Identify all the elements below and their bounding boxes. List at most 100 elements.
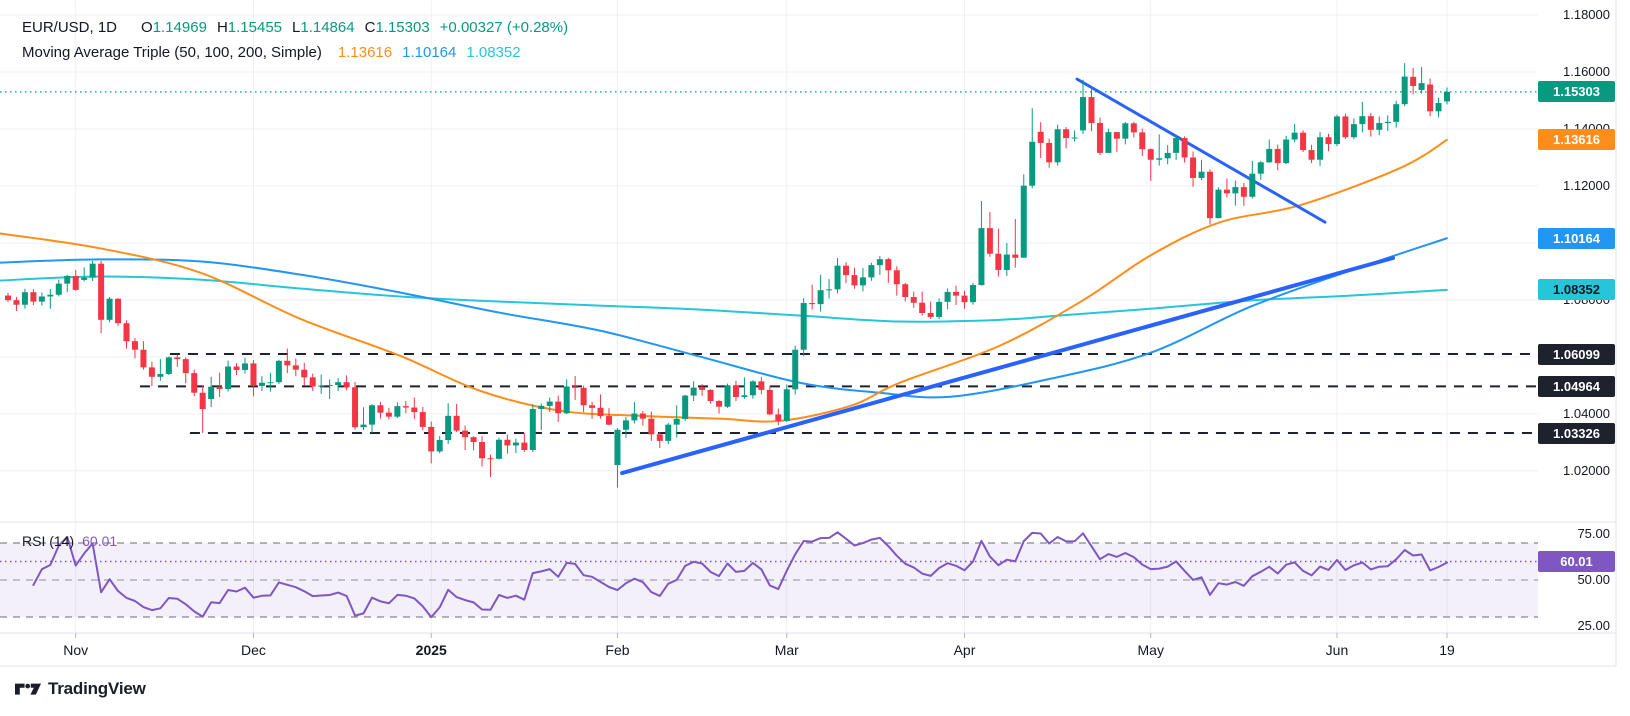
candle-body[interactable]: [115, 298, 122, 324]
candle-body[interactable]: [1300, 132, 1307, 151]
candle-body[interactable]: [893, 270, 900, 285]
candle-body[interactable]: [13, 300, 20, 305]
candle-body[interactable]: [1384, 121, 1391, 123]
candle-body[interactable]: [859, 277, 866, 286]
candle-body[interactable]: [326, 385, 333, 387]
candle-body[interactable]: [1122, 123, 1129, 139]
candle-body[interactable]: [639, 413, 646, 419]
candle-body[interactable]: [792, 349, 799, 390]
candle-body[interactable]: [699, 387, 706, 390]
tradingview-logo[interactable]: TradingView: [15, 679, 146, 699]
candle-body[interactable]: [191, 373, 198, 393]
candle-body[interactable]: [1190, 157, 1197, 178]
candle-body[interactable]: [148, 367, 155, 377]
candle-body[interactable]: [724, 385, 731, 407]
candle-body[interactable]: [55, 283, 62, 295]
candle-body[interactable]: [1206, 171, 1213, 219]
candle-body[interactable]: [665, 424, 672, 441]
candle-body[interactable]: [1181, 138, 1188, 158]
candle-body[interactable]: [572, 386, 579, 388]
candle-body[interactable]: [233, 366, 240, 370]
candle-body[interactable]: [1198, 171, 1205, 178]
indicator-name[interactable]: Moving Average Triple (50, 100, 200, Sim…: [22, 44, 322, 61]
candle-body[interactable]: [868, 265, 875, 278]
candle-body[interactable]: [817, 290, 824, 305]
candle-body[interactable]: [1003, 254, 1010, 270]
candle-body[interactable]: [1317, 137, 1324, 160]
candle-body[interactable]: [749, 381, 756, 396]
candle-body[interactable]: [656, 434, 663, 441]
candle-body[interactable]: [910, 297, 917, 303]
candle-body[interactable]: [1071, 137, 1078, 139]
candle-body[interactable]: [292, 365, 299, 370]
candle-body[interactable]: [936, 301, 943, 317]
candle-body[interactable]: [487, 458, 494, 460]
candle-body[interactable]: [648, 418, 655, 435]
candle-body[interactable]: [250, 363, 257, 386]
candle-body[interactable]: [809, 303, 816, 305]
candle-body[interactable]: [98, 263, 105, 320]
candle-body[interactable]: [5, 295, 11, 301]
candle-body[interactable]: [978, 228, 985, 286]
symbol-title[interactable]: EUR/USD, 1D: [22, 19, 118, 36]
candle-body[interactable]: [851, 275, 858, 286]
candle-body[interactable]: [1240, 187, 1247, 197]
candle-body[interactable]: [360, 424, 367, 428]
candle-body[interactable]: [1376, 122, 1383, 130]
candle-body[interactable]: [673, 418, 680, 425]
candle-body[interactable]: [953, 291, 960, 296]
candle-body[interactable]: [589, 405, 596, 408]
candle-body[interactable]: [716, 400, 723, 407]
candle-body[interactable]: [1308, 150, 1315, 160]
candle-body[interactable]: [1266, 148, 1273, 163]
candle-body[interactable]: [732, 385, 739, 398]
candle-body[interactable]: [377, 405, 384, 413]
candle-body[interactable]: [1139, 132, 1146, 150]
candle-body[interactable]: [301, 369, 308, 378]
candle-body[interactable]: [775, 414, 782, 421]
candle-body[interactable]: [529, 408, 536, 450]
candle-body[interactable]: [605, 416, 612, 425]
candle-body[interactable]: [394, 406, 401, 417]
candle-body[interactable]: [1367, 116, 1374, 130]
descending-trendline[interactable]: [1075, 77, 1327, 224]
candle-body[interactable]: [208, 386, 215, 400]
candle-body[interactable]: [1096, 122, 1103, 153]
candle-body[interactable]: [242, 363, 249, 370]
candle-body[interactable]: [1105, 132, 1112, 153]
candle-body[interactable]: [1444, 91, 1450, 102]
candle-body[interactable]: [1088, 97, 1095, 123]
candle-body[interactable]: [216, 386, 223, 390]
candle-body[interactable]: [89, 263, 96, 278]
candle-body[interactable]: [1173, 138, 1180, 153]
candle-body[interactable]: [1130, 123, 1137, 133]
candle-body[interactable]: [927, 312, 934, 317]
candle-body[interactable]: [1080, 97, 1087, 131]
candle-body[interactable]: [123, 323, 130, 342]
candle-body[interactable]: [995, 253, 1002, 270]
candle-body[interactable]: [538, 405, 545, 409]
candle-body[interactable]: [47, 294, 54, 297]
candle-body[interactable]: [352, 387, 359, 428]
candle-body[interactable]: [495, 439, 502, 459]
candle-body[interactable]: [1435, 103, 1442, 112]
candle-body[interactable]: [546, 401, 553, 406]
candle-body[interactable]: [741, 395, 748, 398]
candle-body[interactable]: [445, 415, 452, 441]
candle-body[interactable]: [479, 442, 486, 459]
candle-body[interactable]: [140, 349, 147, 368]
candle-body[interactable]: [622, 420, 629, 430]
candle-body[interactable]: [843, 265, 850, 276]
candle-body[interactable]: [563, 386, 570, 414]
candle-body[interactable]: [428, 426, 435, 452]
candle-body[interactable]: [436, 440, 443, 452]
candle-body[interactable]: [106, 298, 113, 320]
candle-body[interactable]: [1427, 84, 1434, 112]
candle-body[interactable]: [1113, 132, 1120, 139]
candle-body[interactable]: [758, 381, 765, 390]
candle-body[interactable]: [597, 407, 604, 417]
candle-body[interactable]: [1029, 141, 1036, 186]
candle-body[interactable]: [182, 359, 189, 374]
candle-body[interactable]: [1223, 189, 1230, 194]
candle-body[interactable]: [876, 259, 883, 266]
